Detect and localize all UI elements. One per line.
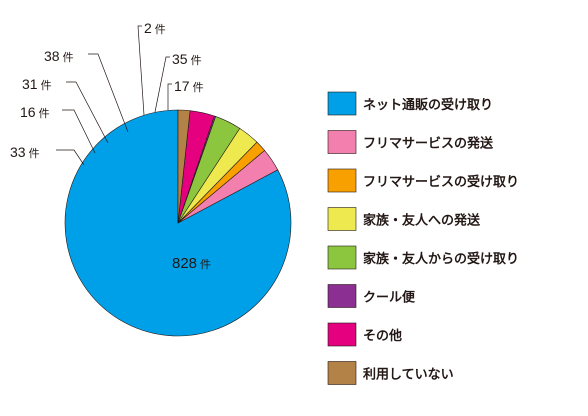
legend-label: フリマサービスの受け取り — [363, 174, 519, 190]
leader-line-6 — [137, 25, 145, 116]
legend-swatch — [327, 130, 357, 154]
legend: ネット通販の受け取りフリマサービスの発送フリマサービスの受け取り家族・友人への発… — [327, 91, 519, 385]
legend-item-8: 利用していない — [327, 361, 454, 385]
data-label-3: 16 件 — [20, 104, 50, 120]
legend-swatch — [327, 207, 357, 231]
data-label-8: 17 件 — [174, 78, 204, 94]
leader-line-3 — [62, 109, 96, 154]
data-label-1: 828 件 — [172, 255, 211, 272]
legend-item-2: フリマサービスの発送 — [327, 130, 494, 154]
data-label-4: 31 件 — [22, 76, 52, 92]
pie-slices — [64, 109, 292, 337]
data-label-5: 38 件 — [44, 48, 74, 64]
legend-item-6: クール便 — [327, 284, 416, 308]
legend-label: フリマサービスの発送 — [363, 136, 494, 152]
legend-item-4: 家族・友人への発送 — [327, 207, 481, 231]
data-label-7: 35 件 — [172, 51, 202, 67]
leader-line-8 — [167, 83, 172, 110]
leader-line-2 — [56, 149, 85, 166]
leader-line-5 — [88, 53, 129, 133]
legend-swatch — [327, 284, 357, 308]
data-label-2: 33 件 — [10, 144, 40, 160]
slice-labels: 828 件 33 件 16 件 31 件 38 件 2 件 35 件 17 件 — [10, 20, 211, 272]
legend-swatch — [327, 245, 357, 270]
legend-item-5: 家族・友人からの受け取り — [327, 245, 519, 270]
leader-line-4 — [66, 81, 109, 144]
legend-swatch — [327, 322, 357, 347]
legend-label: 家族・友人からの受け取り — [363, 251, 519, 267]
legend-swatch — [327, 168, 357, 193]
legend-swatch — [327, 361, 357, 385]
legend-label: その他 — [363, 328, 402, 344]
legend-swatch — [327, 91, 357, 116]
legend-item-7: その他 — [327, 322, 402, 347]
legend-label: 利用していない — [363, 367, 454, 383]
legend-item-1: ネット通販の受け取り — [327, 91, 493, 116]
legend-label: 家族・友人への発送 — [363, 213, 481, 229]
legend-label: クール便 — [363, 290, 416, 306]
legend-label: ネット通販の受け取り — [363, 97, 493, 113]
leader-line-7 — [154, 56, 170, 113]
legend-item-3: フリマサービスの受け取り — [327, 168, 519, 193]
pie-slice-8 — [177, 109, 191, 224]
